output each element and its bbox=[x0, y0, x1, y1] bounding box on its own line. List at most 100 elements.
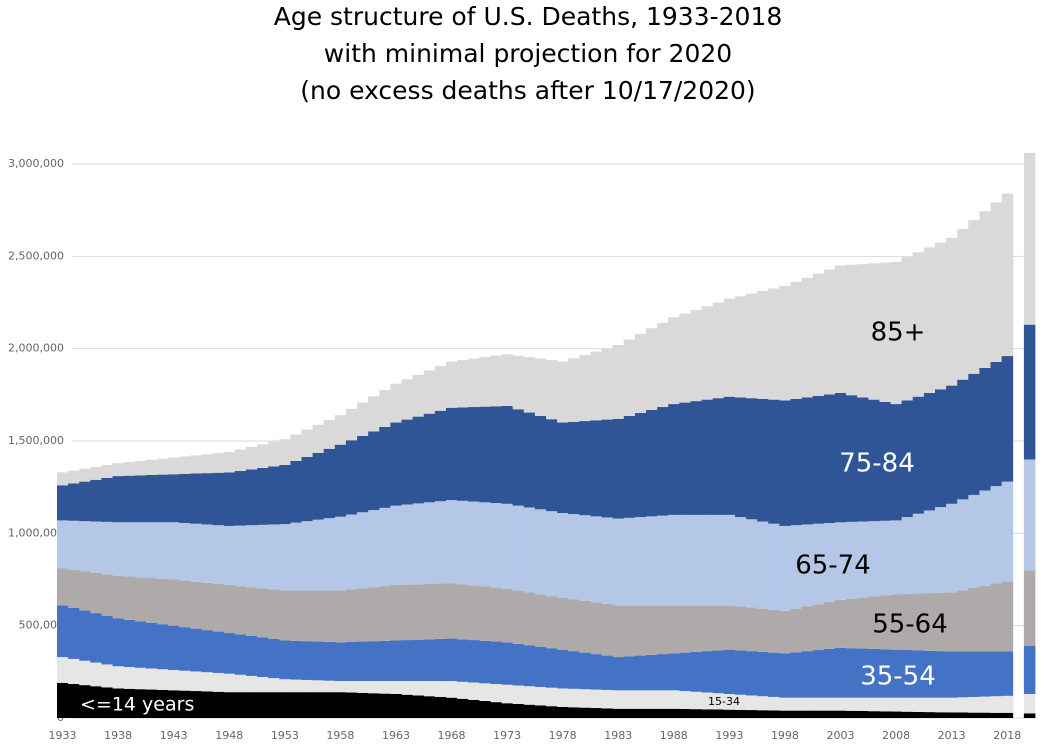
bar-segment bbox=[534, 705, 547, 718]
y-tick-label: 3,000,000 bbox=[8, 157, 64, 170]
bar-segment bbox=[868, 697, 880, 712]
x-tick-label: 2013 bbox=[938, 729, 966, 742]
bar-segment bbox=[268, 692, 280, 718]
bar-segment bbox=[557, 706, 569, 718]
bar-segment bbox=[868, 596, 880, 649]
bar-segment bbox=[801, 277, 814, 398]
bar-segment bbox=[901, 400, 914, 518]
bar-segment bbox=[934, 242, 947, 390]
bar-segment bbox=[434, 366, 447, 411]
bar-segment bbox=[379, 390, 391, 427]
bar-segment bbox=[434, 583, 447, 639]
bar-segment bbox=[657, 690, 669, 709]
bar-segment bbox=[434, 638, 447, 682]
bar-segment bbox=[690, 605, 702, 652]
bar-segment bbox=[757, 291, 769, 399]
bar-segment bbox=[157, 689, 169, 718]
bar-segment bbox=[557, 422, 569, 514]
bar-segment bbox=[479, 640, 491, 684]
bar-segment bbox=[801, 397, 814, 525]
bar-segment bbox=[734, 517, 747, 607]
bar-segment bbox=[701, 651, 714, 693]
bar-segment bbox=[90, 613, 102, 663]
bar-segment bbox=[590, 689, 602, 709]
bar-segment bbox=[846, 264, 858, 396]
bar-segment bbox=[390, 693, 402, 718]
x-tick-label: 1938 bbox=[104, 729, 132, 742]
bar-segment bbox=[90, 521, 102, 573]
bar-segment bbox=[490, 503, 502, 588]
x-tick-label: 1953 bbox=[271, 729, 299, 742]
bar-segment bbox=[779, 653, 791, 698]
bar-segment bbox=[723, 514, 736, 606]
bar-segment bbox=[546, 687, 558, 707]
bar-segment bbox=[546, 706, 558, 718]
bar-segment bbox=[190, 455, 202, 474]
bar-segment bbox=[401, 379, 414, 420]
bar-segment bbox=[357, 512, 369, 589]
bar-segment bbox=[290, 692, 302, 718]
bar-segment bbox=[912, 650, 925, 698]
bar-segment bbox=[179, 690, 191, 718]
bar-segment bbox=[979, 211, 991, 368]
series-label: 85+ bbox=[871, 318, 926, 348]
bar-segment bbox=[312, 452, 325, 520]
bar-segment bbox=[757, 398, 769, 522]
bar-segment bbox=[279, 524, 291, 591]
bar-segment bbox=[534, 594, 547, 647]
bar-segment bbox=[490, 587, 502, 642]
bar-segment bbox=[468, 358, 480, 408]
bar-segment bbox=[234, 674, 247, 693]
bar-segment bbox=[523, 645, 536, 687]
bar-segment bbox=[823, 697, 836, 711]
bar-segment bbox=[179, 456, 191, 474]
bar-segment bbox=[712, 709, 725, 718]
y-tick-label: 2,500,000 bbox=[8, 249, 64, 262]
bar-segment bbox=[612, 657, 625, 691]
bar-segment bbox=[357, 435, 369, 513]
bar-segment bbox=[746, 695, 758, 711]
bar-segment bbox=[834, 522, 847, 600]
bar-segment bbox=[245, 587, 258, 637]
bar-segment bbox=[657, 407, 669, 516]
bar-segment bbox=[946, 237, 958, 386]
bar-segment bbox=[757, 521, 769, 609]
bar-segment bbox=[168, 474, 180, 523]
bar-segment bbox=[890, 697, 903, 712]
bar-segment bbox=[457, 500, 469, 585]
bar-segment bbox=[946, 503, 958, 593]
bar-segment bbox=[823, 602, 836, 649]
bar-segment bbox=[334, 692, 347, 718]
bar-segment bbox=[779, 710, 791, 718]
bar-segment bbox=[57, 520, 69, 569]
bar-segment bbox=[801, 697, 814, 711]
bar-segment bbox=[223, 692, 236, 718]
bar-segment bbox=[201, 473, 213, 525]
bar-segment bbox=[679, 313, 691, 403]
bar-segment bbox=[701, 605, 714, 652]
bar-segment bbox=[68, 483, 80, 521]
bar-segment bbox=[623, 517, 636, 606]
bar-segment bbox=[257, 467, 269, 525]
bar-segment bbox=[368, 510, 380, 588]
bar-segment bbox=[434, 696, 447, 718]
bar-segment bbox=[912, 711, 925, 718]
bar-segment bbox=[334, 415, 347, 445]
bar-segment bbox=[679, 652, 691, 692]
bar-segment bbox=[168, 522, 180, 580]
bar-segment bbox=[768, 710, 780, 718]
bar-segment bbox=[434, 501, 447, 584]
bar-segment bbox=[568, 599, 580, 652]
bar-segment bbox=[934, 592, 947, 652]
bar-segment bbox=[934, 651, 947, 698]
y-tick-label: 2,000,000 bbox=[8, 342, 64, 355]
bar-segment bbox=[546, 511, 558, 597]
series-label: 65-74 bbox=[795, 551, 871, 581]
x-tick-label: 2003 bbox=[827, 729, 855, 742]
bar-segment bbox=[857, 697, 869, 711]
bar-segment bbox=[846, 697, 858, 711]
bar-segment bbox=[534, 686, 547, 706]
bar-segment bbox=[934, 507, 947, 593]
bar-segment bbox=[423, 639, 436, 682]
bar-segment bbox=[590, 351, 602, 421]
